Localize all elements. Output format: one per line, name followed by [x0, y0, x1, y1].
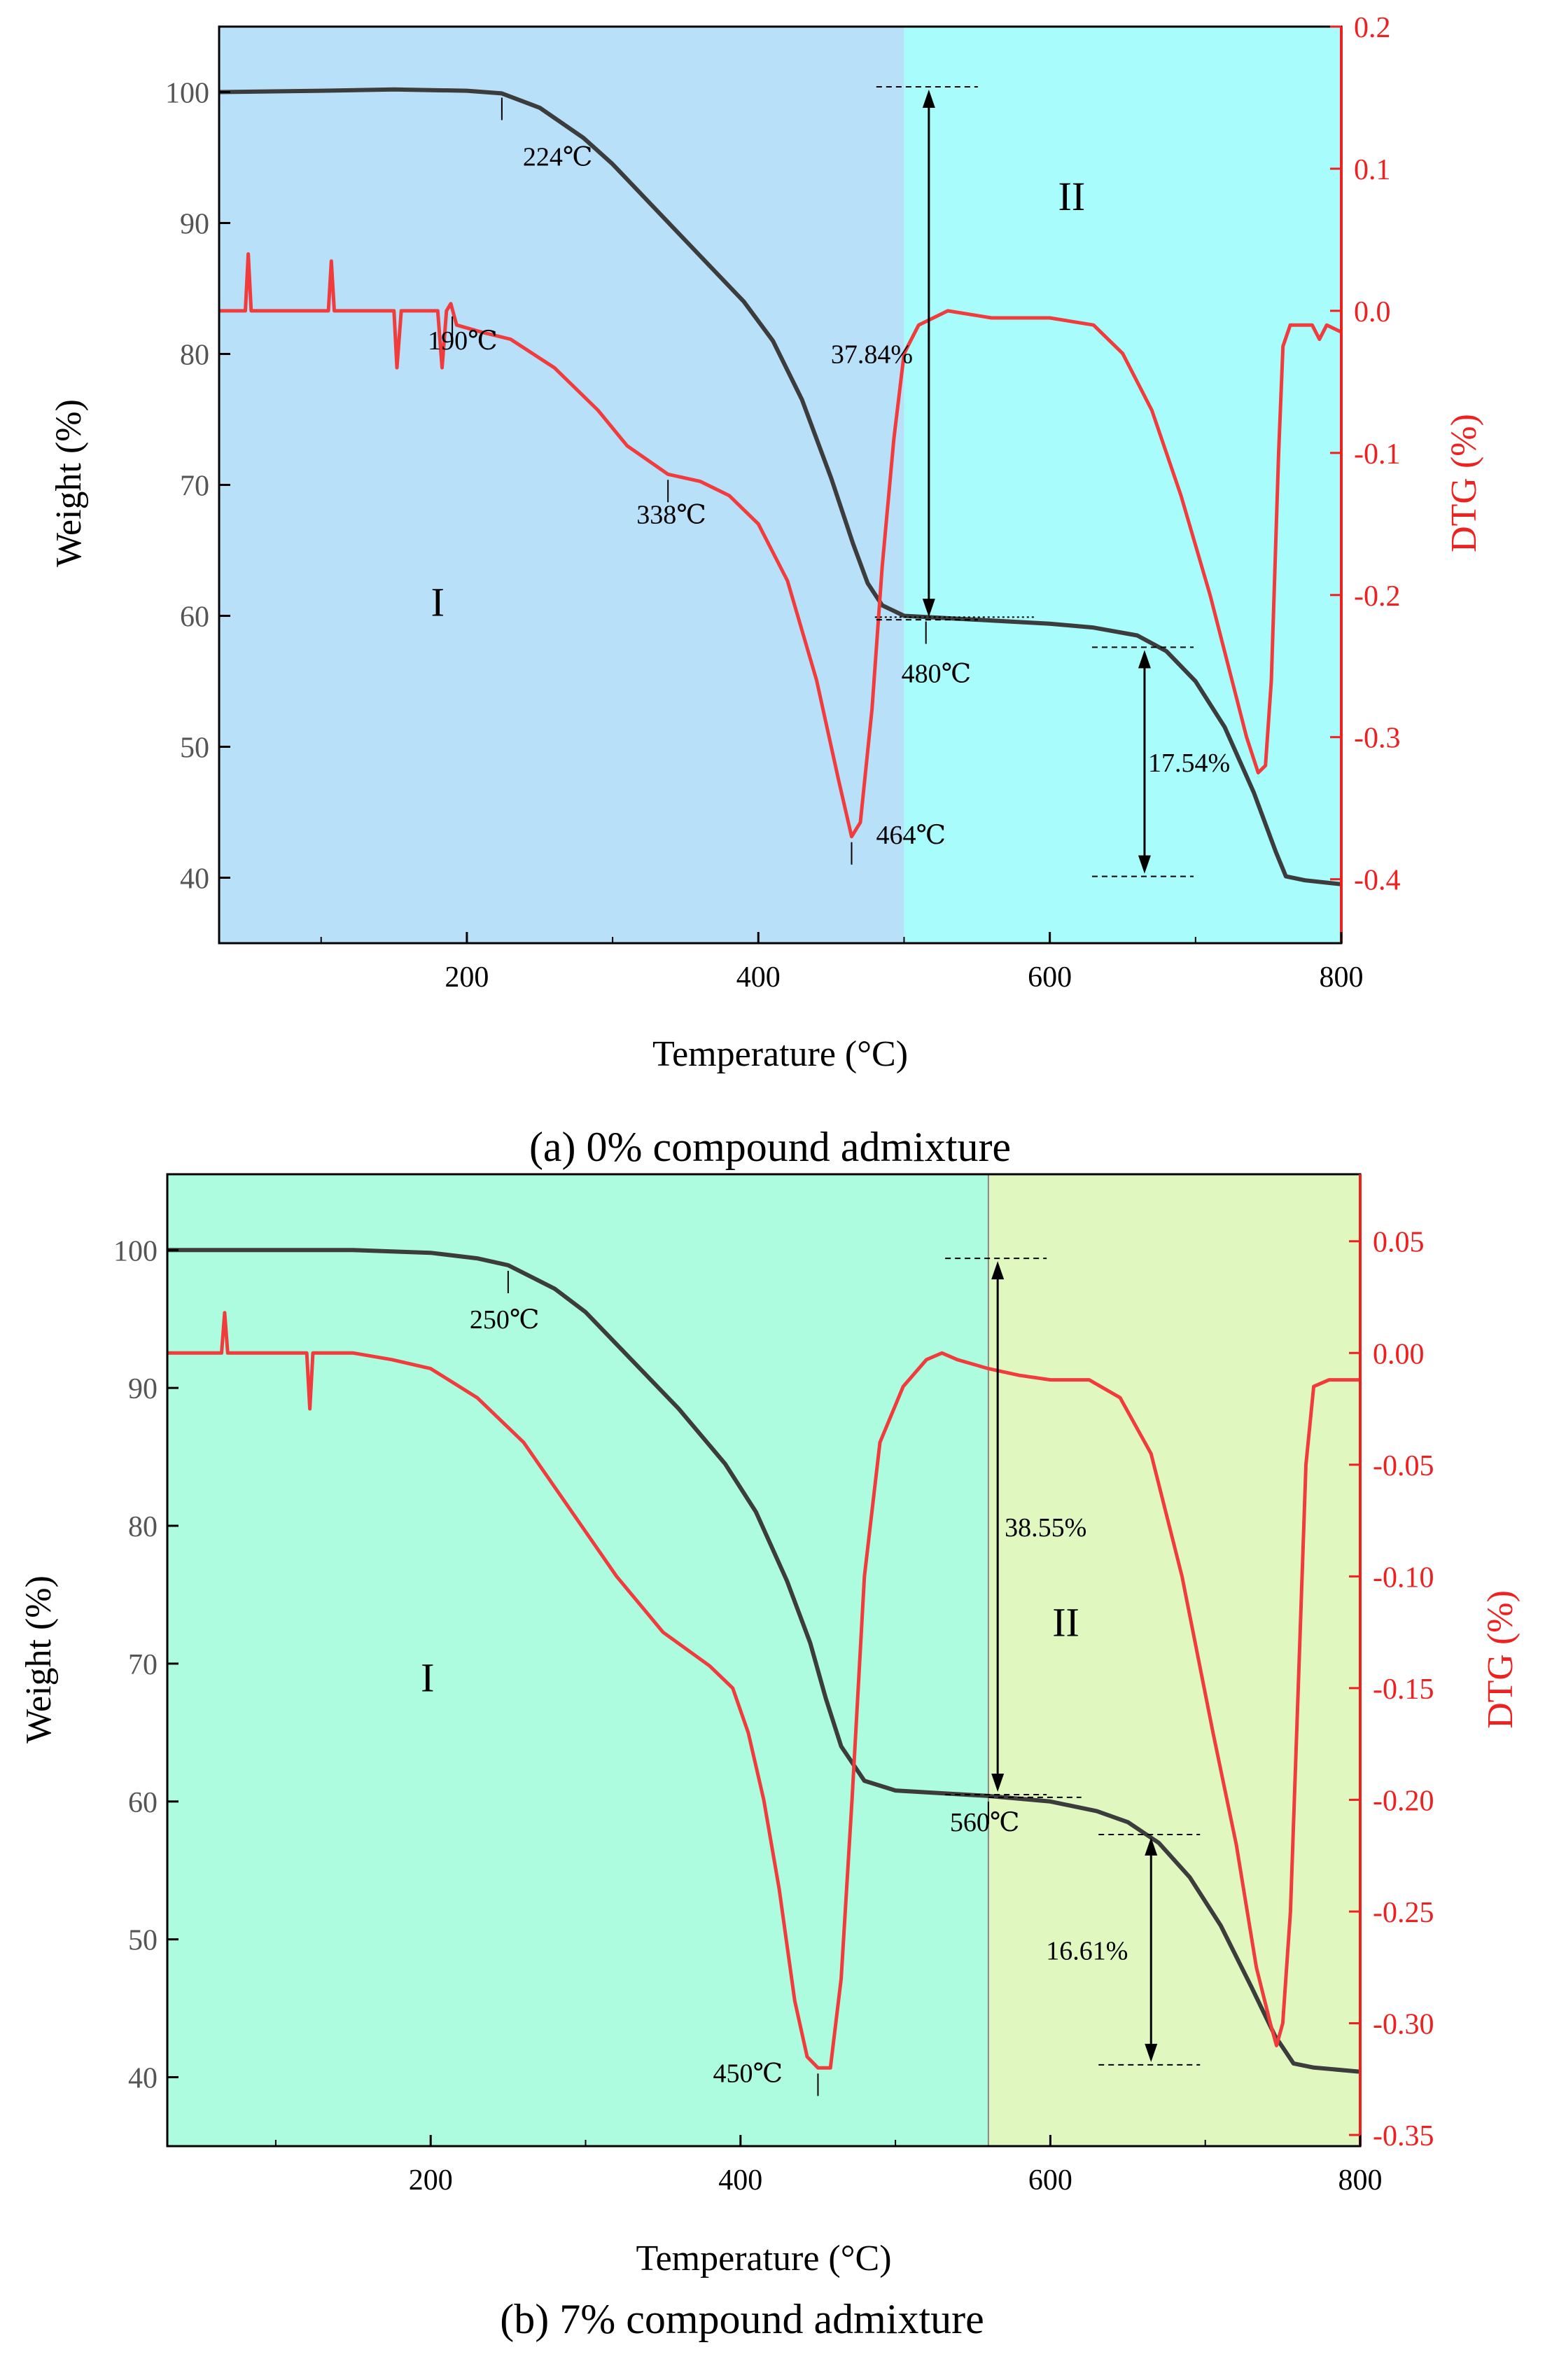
- y2-tick-label: -0.25: [1373, 1897, 1434, 1929]
- y-tick-label: 80: [180, 340, 209, 372]
- x-tick-label: 200: [445, 961, 489, 994]
- arrowhead-down-icon: [1138, 855, 1151, 874]
- point-label: 250℃: [470, 1305, 540, 1335]
- y2-tick-label: -0.15: [1373, 1673, 1434, 1706]
- y2-tick-label: 0.2: [1354, 12, 1391, 44]
- y-tick-label: 70: [180, 471, 209, 503]
- point-label: 190℃: [428, 326, 498, 356]
- x-tick-label: 600: [1028, 961, 1072, 994]
- arrowhead-up-icon: [922, 90, 935, 109]
- y2-axis-label: DTG (%): [1444, 414, 1484, 552]
- point-label: 464℃: [876, 821, 946, 850]
- y-tick-label: 50: [128, 1925, 158, 1957]
- y-tick-label: 100: [165, 78, 209, 110]
- y-tick-label: 40: [180, 863, 209, 896]
- point-label: 560℃: [950, 1808, 1020, 1837]
- point-label: 450℃: [713, 2059, 783, 2088]
- point-label: 224℃: [523, 143, 593, 172]
- y2-tick-label: -0.2: [1354, 580, 1401, 613]
- x-tick-label: 200: [409, 2164, 453, 2197]
- y-tick-label: 60: [180, 601, 209, 634]
- weight-curve: [167, 1248, 1361, 2074]
- region-label-II: II: [1052, 1600, 1079, 1645]
- region-label-I: I: [431, 580, 445, 625]
- y2-tick-label: -0.4: [1354, 865, 1401, 897]
- arrowhead-up-icon: [1145, 1837, 1158, 1856]
- region-label-I: I: [421, 1655, 434, 1700]
- arrowhead-down-icon: [922, 599, 935, 618]
- arrowhead-up-icon: [991, 1261, 1005, 1280]
- x-tick-label: 800: [1320, 961, 1364, 994]
- region-label-II: II: [1058, 174, 1086, 219]
- panel-caption: (a) 0% compound admixture: [529, 1124, 1011, 1170]
- x-tick-label: 400: [736, 961, 781, 994]
- y2-tick-label: -0.30: [1373, 2009, 1434, 2041]
- y2-axis-label: DTG (%): [1481, 1590, 1520, 1729]
- y-tick-label: 100: [113, 1235, 158, 1267]
- point-label: 338℃: [636, 500, 706, 529]
- y2-tick-label: -0.1: [1354, 438, 1401, 471]
- arrowhead-down-icon: [1145, 2043, 1158, 2062]
- weight-curve: [218, 87, 1342, 886]
- x-tick-label: 400: [718, 2164, 762, 2197]
- dtg-curve: [167, 1311, 1360, 2070]
- x-tick-label: 800: [1338, 2164, 1383, 2197]
- y-tick-label: 50: [180, 732, 209, 765]
- y2-tick-label: -0.05: [1373, 1450, 1434, 1482]
- y2-tick-label: -0.3: [1354, 723, 1401, 755]
- y-tick-label: 80: [128, 1511, 158, 1543]
- x-tick-label: 600: [1028, 2164, 1072, 2197]
- y2-tick-label: -0.20: [1373, 1785, 1434, 1817]
- region-2-background: [904, 27, 1341, 943]
- y-tick-label: 60: [128, 1787, 158, 1819]
- y-tick-label: 90: [180, 209, 209, 241]
- x-axis-label: Temperature (°C): [652, 1034, 908, 1074]
- panel-caption: (b) 7% compound admixture: [500, 2296, 984, 2342]
- x-axis-label: Temperature (°C): [636, 2239, 891, 2278]
- region-1-background: [219, 27, 904, 943]
- y2-tick-label: 0.00: [1373, 1338, 1425, 1370]
- y-tick-label: 40: [128, 2063, 158, 2095]
- mass-loss-label: 38.55%: [1005, 1513, 1086, 1543]
- y-tick-label: 70: [128, 1649, 158, 1681]
- y2-tick-label: 0.0: [1354, 296, 1391, 328]
- y-axis-label: Weight (%): [49, 399, 89, 567]
- mass-loss-label: 17.54%: [1148, 749, 1230, 778]
- dtg-curve: [219, 252, 1343, 839]
- y-axis-label: Weight (%): [19, 1575, 59, 1744]
- arrowhead-up-icon: [1138, 650, 1151, 669]
- y2-tick-label: 0.1: [1354, 154, 1391, 186]
- arrowhead-down-icon: [991, 1773, 1005, 1792]
- y-tick-label: 90: [128, 1373, 158, 1405]
- y2-tick-label: -0.10: [1373, 1561, 1434, 1594]
- mass-loss-label: 16.61%: [1046, 1936, 1128, 1965]
- y2-tick-label: -0.35: [1373, 2120, 1434, 2152]
- y2-tick-label: 0.05: [1373, 1227, 1425, 1259]
- region-1-background: [167, 1174, 988, 2146]
- region-2-background: [988, 1174, 1360, 2146]
- point-label: 480℃: [902, 660, 972, 689]
- mass-loss-label: 37.84%: [831, 340, 913, 370]
